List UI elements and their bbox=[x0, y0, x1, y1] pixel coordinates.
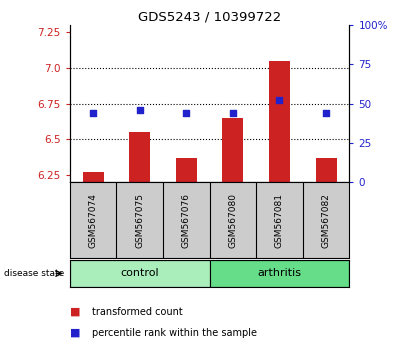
Bar bbox=[83, 172, 104, 182]
Text: GSM567082: GSM567082 bbox=[321, 193, 330, 248]
Point bbox=[136, 107, 143, 113]
Text: disease state: disease state bbox=[4, 269, 65, 278]
Bar bbox=[70, 260, 210, 287]
Text: percentile rank within the sample: percentile rank within the sample bbox=[92, 328, 257, 338]
Point bbox=[323, 110, 329, 116]
Text: GSM567080: GSM567080 bbox=[229, 193, 238, 248]
Point bbox=[276, 98, 283, 103]
Bar bbox=[210, 260, 349, 287]
Bar bbox=[316, 158, 337, 182]
Text: transformed count: transformed count bbox=[92, 307, 183, 316]
Text: GSM567081: GSM567081 bbox=[275, 193, 284, 248]
Bar bbox=[222, 118, 243, 182]
Bar bbox=[269, 61, 290, 182]
Point bbox=[183, 110, 189, 116]
Text: ■: ■ bbox=[70, 328, 81, 338]
Text: ■: ■ bbox=[70, 307, 81, 316]
Bar bbox=[176, 158, 197, 182]
Text: GSM567075: GSM567075 bbox=[135, 193, 144, 248]
Title: GDS5243 / 10399722: GDS5243 / 10399722 bbox=[138, 11, 281, 24]
Text: control: control bbox=[120, 268, 159, 279]
Text: GSM567074: GSM567074 bbox=[89, 193, 98, 248]
Bar bbox=[129, 132, 150, 182]
Text: arthritis: arthritis bbox=[257, 268, 302, 279]
Point bbox=[90, 110, 97, 116]
Text: GSM567076: GSM567076 bbox=[182, 193, 191, 248]
Point bbox=[230, 110, 236, 116]
